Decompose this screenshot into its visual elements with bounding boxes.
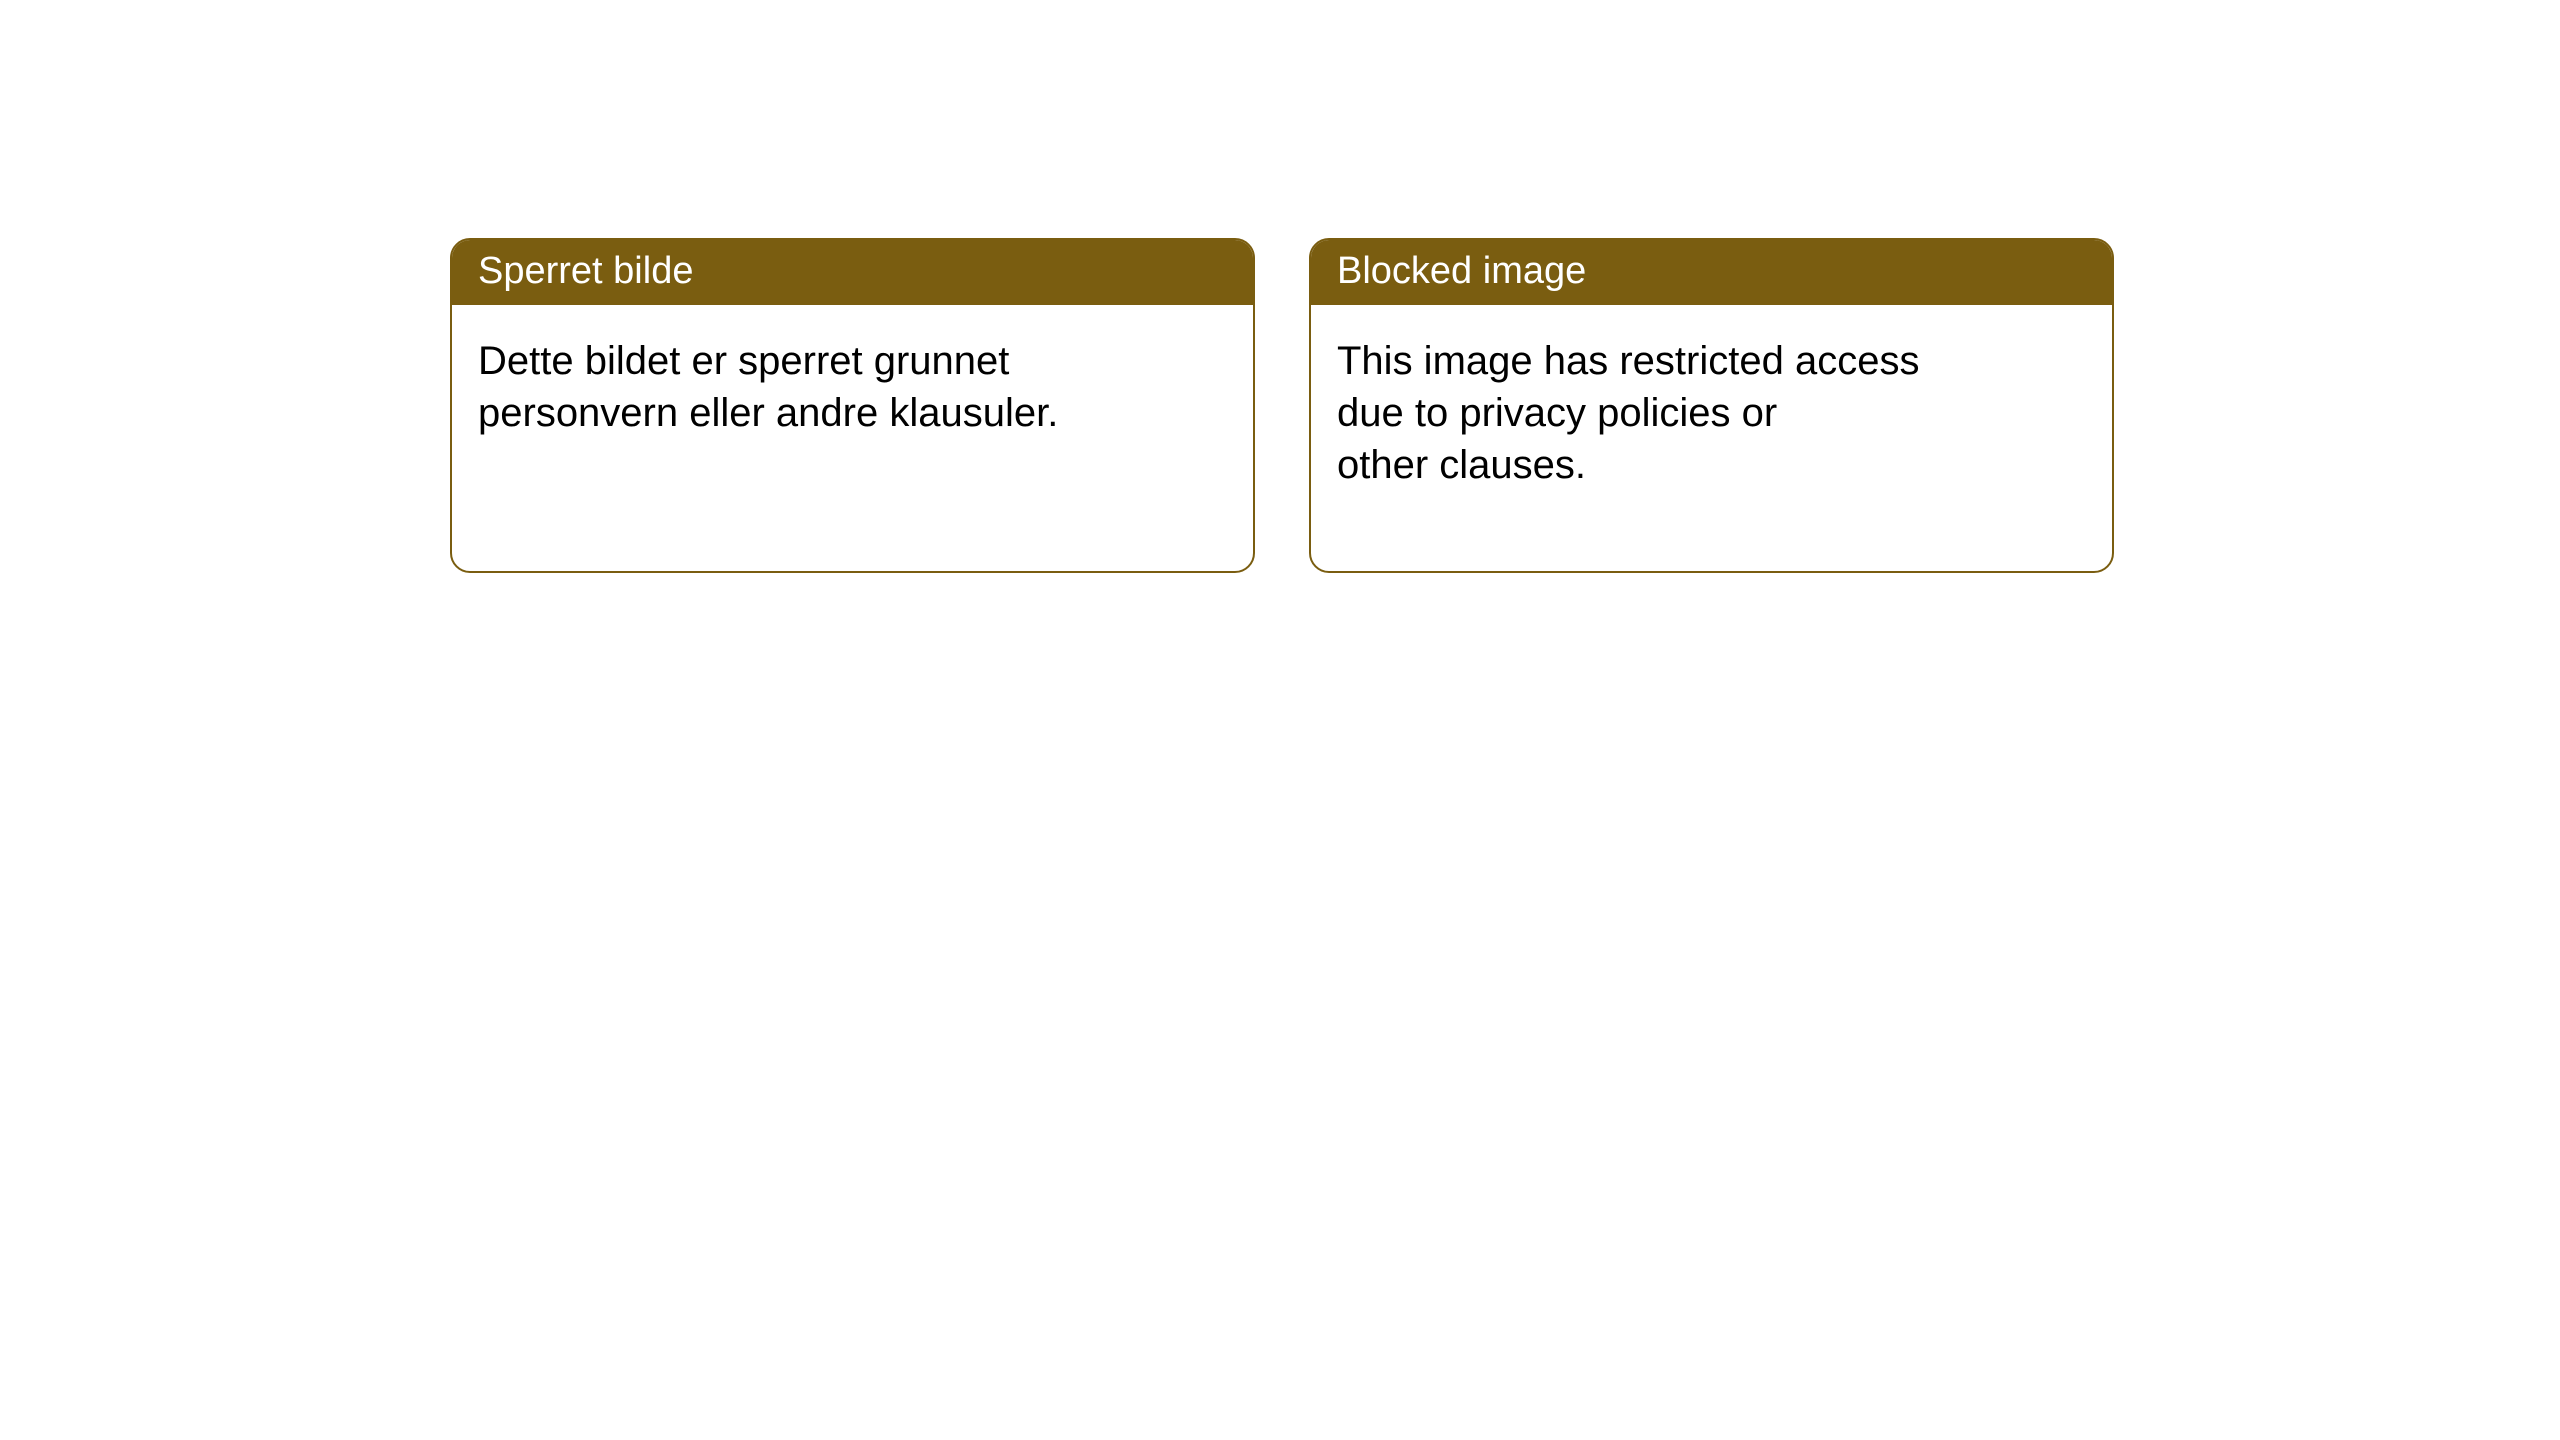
notice-cards-container: Sperret bilde Dette bildet er sperret gr… [450,238,2560,573]
card-body: Dette bildet er sperret grunnet personve… [452,305,1253,469]
card-header: Blocked image [1311,240,2112,305]
card-body: This image has restricted access due to … [1311,305,2112,521]
notice-card-english: Blocked image This image has restricted … [1309,238,2114,573]
card-header: Sperret bilde [452,240,1253,305]
notice-card-norwegian: Sperret bilde Dette bildet er sperret gr… [450,238,1255,573]
